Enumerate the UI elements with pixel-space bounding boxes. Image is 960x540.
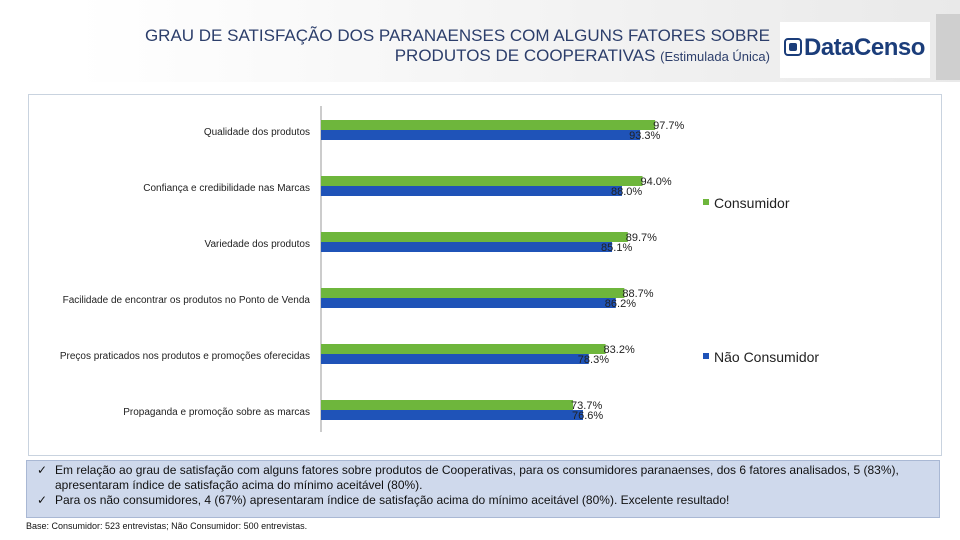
datacenso-logo: DataCenso [780,22,930,78]
header-band: GRAU DE SATISFAÇÃO DOS PARANAENSES COM A… [0,0,960,82]
check-icon: ✓ [37,463,48,477]
bar-nao-consumidor [321,298,616,308]
legend-label: Não Consumidor [714,349,819,365]
value-label-nao-consumidor: 88.0% [611,186,642,198]
bar-nao-consumidor [321,354,589,364]
bar-nao-consumidor [321,186,622,196]
value-label-consumidor: 88.7% [622,288,653,300]
category-label: Facilidade de encontrar os produtos no P… [63,295,311,306]
value-label-consumidor: 94.0% [640,176,671,188]
note-1: ✓ Em relação ao grau de satisfação com a… [37,463,929,493]
category-label: Preços praticados nos produtos e promoçõ… [60,351,310,362]
conclusion-box: ✓ Em relação ao grau de satisfação com a… [26,460,940,518]
note-1-text: Em relação ao grau de satisfação com alg… [55,463,899,492]
bar-consumidor [321,288,625,298]
category-label: Qualidade dos produtos [204,127,310,138]
title-qualifier: (Estimulada Única) [660,49,770,64]
check-icon: ✓ [37,493,48,507]
value-label-consumidor: 83.2% [604,344,635,356]
sample-base-note: Base: Consumidor: 523 entrevistas; Não C… [26,521,308,531]
value-label-nao-consumidor: 93.3% [629,130,660,142]
value-label-consumidor: 89.7% [626,232,657,244]
legend-swatch [703,199,709,205]
legend-label: Consumidor [714,195,790,211]
page-title: GRAU DE SATISFAÇÃO DOS PARANAENSES COM A… [70,26,770,67]
bar-consumidor [321,400,574,410]
bar-consumidor [321,120,656,130]
value-label-nao-consumidor: 86.2% [605,298,636,310]
bar-consumidor [321,232,628,242]
logo-mark-icon [784,38,802,56]
value-label-nao-consumidor: 85.1% [601,242,632,254]
category-label: Confiança e credibilidade nas Marcas [143,183,310,194]
title-line-1: GRAU DE SATISFAÇÃO DOS PARANAENSES COM A… [144,26,770,45]
title-line-2: PRODUTOS DE COOPERATIVAS (Estimulada Úni… [70,46,770,67]
note-2: ✓ Para os não consumidores, 4 (67%) apre… [37,493,929,508]
value-label-consumidor: 73.7% [571,400,602,412]
value-label-nao-consumidor: 78.3% [578,354,609,366]
legend-swatch [703,353,709,359]
value-label-consumidor: 97.7% [653,120,684,132]
logo-text: DataCenso [804,34,925,61]
bar-consumidor [321,176,643,186]
category-label: Variedade dos produtos [205,239,310,250]
bar-nao-consumidor [321,242,613,252]
bar-nao-consumidor [321,410,583,420]
value-label-nao-consumidor: 76.6% [572,410,603,422]
bar-consumidor [321,344,606,354]
note-2-text: Para os não consumidores, 4 (67%) aprese… [55,493,730,507]
bar-nao-consumidor [321,130,641,140]
chart-frame [28,94,942,456]
header-accent-strip [936,14,960,80]
category-label: Propaganda e promoção sobre as marcas [123,407,310,418]
title-line-2-main: PRODUTOS DE COOPERATIVAS [394,46,656,65]
